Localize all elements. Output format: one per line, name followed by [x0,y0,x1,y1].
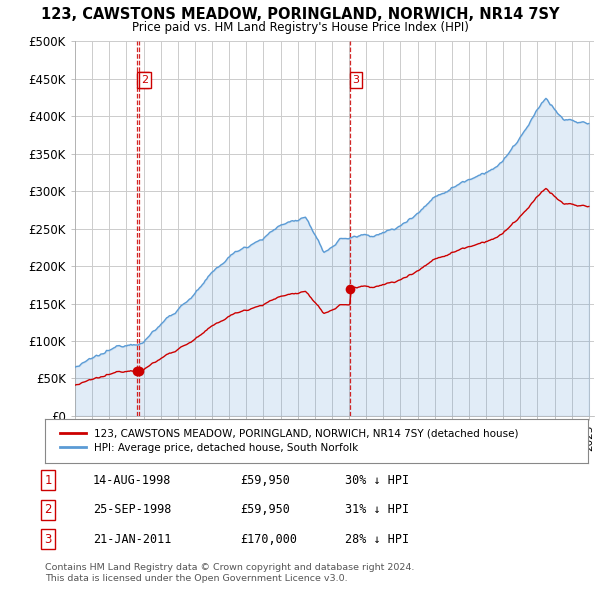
Text: 25-SEP-1998: 25-SEP-1998 [93,503,172,516]
Text: 14-AUG-1998: 14-AUG-1998 [93,474,172,487]
Text: 1: 1 [140,75,146,85]
Text: 30% ↓ HPI: 30% ↓ HPI [345,474,409,487]
Text: 2: 2 [44,503,52,516]
Text: 123, CAWSTONS MEADOW, PORINGLAND, NORWICH, NR14 7SY: 123, CAWSTONS MEADOW, PORINGLAND, NORWIC… [41,7,559,22]
Text: 28% ↓ HPI: 28% ↓ HPI [345,533,409,546]
Legend: 123, CAWSTONS MEADOW, PORINGLAND, NORWICH, NR14 7SY (detached house), HPI: Avera: 123, CAWSTONS MEADOW, PORINGLAND, NORWIC… [56,425,523,457]
Text: This data is licensed under the Open Government Licence v3.0.: This data is licensed under the Open Gov… [45,574,347,583]
Text: 21-JAN-2011: 21-JAN-2011 [93,533,172,546]
Text: 31% ↓ HPI: 31% ↓ HPI [345,503,409,516]
Text: Contains HM Land Registry data © Crown copyright and database right 2024.: Contains HM Land Registry data © Crown c… [45,563,415,572]
Text: £170,000: £170,000 [240,533,297,546]
Text: £59,950: £59,950 [240,503,290,516]
Text: Price paid vs. HM Land Registry's House Price Index (HPI): Price paid vs. HM Land Registry's House … [131,21,469,34]
Text: £59,950: £59,950 [240,474,290,487]
Text: 1: 1 [44,474,52,487]
Text: 3: 3 [44,533,52,546]
Text: 2: 2 [142,75,149,85]
Text: 3: 3 [352,75,359,85]
